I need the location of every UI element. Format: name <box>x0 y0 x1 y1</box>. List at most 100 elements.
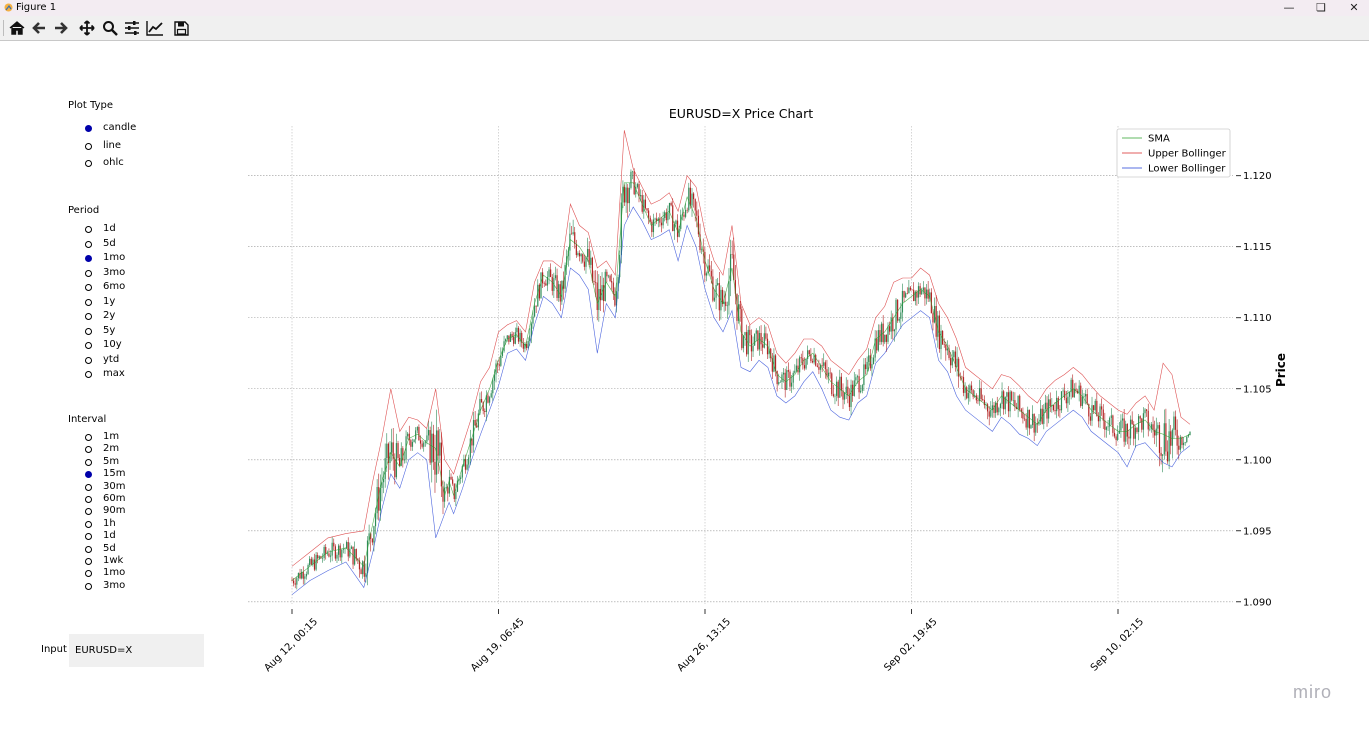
candle-body <box>468 457 470 465</box>
candle-body <box>619 254 621 278</box>
candle-body <box>1038 421 1040 425</box>
candle-body <box>1020 409 1022 412</box>
candle-body <box>1017 395 1019 410</box>
candle-body <box>961 376 963 378</box>
radio-button[interactable] <box>85 434 92 441</box>
candle-body <box>803 365 806 369</box>
candle-body <box>726 305 728 307</box>
radio-button[interactable] <box>85 269 92 277</box>
candle-body <box>887 326 889 342</box>
radio-button[interactable] <box>85 533 92 541</box>
legend-entry: Upper Bollinger <box>1148 149 1227 160</box>
radio-button[interactable] <box>85 327 92 335</box>
legend-entry: Lower Bollinger <box>1148 164 1226 175</box>
candle-body <box>1162 454 1164 456</box>
candle-body <box>694 199 696 211</box>
candle-body <box>639 195 642 197</box>
radio-button[interactable] <box>85 298 92 306</box>
radio-button[interactable] <box>85 471 92 479</box>
candle-body <box>360 569 362 575</box>
candle-body <box>1113 432 1116 437</box>
candle-body <box>424 441 426 443</box>
candle-body <box>884 334 886 343</box>
ticker-input[interactable] <box>69 634 204 667</box>
candle-body <box>1080 385 1082 406</box>
candle-body <box>1009 391 1011 412</box>
radio-label: 30m <box>103 480 126 492</box>
radio-button[interactable] <box>85 446 92 454</box>
candle-body <box>500 355 502 366</box>
candle-body <box>593 280 595 283</box>
edit-axis-button[interactable] <box>145 19 165 37</box>
radio-button[interactable] <box>85 483 92 491</box>
candle-body <box>766 338 769 355</box>
radio-button[interactable] <box>85 255 92 262</box>
forward-button[interactable] <box>51 19 71 37</box>
radio-button[interactable] <box>85 582 92 590</box>
candle-body <box>583 261 585 267</box>
radio-button[interactable] <box>85 284 92 291</box>
candle-body <box>876 338 878 351</box>
pan-button[interactable] <box>77 19 97 37</box>
radio-button[interactable] <box>85 520 92 528</box>
candle-body <box>660 222 663 226</box>
minimize-button[interactable]: — <box>1283 1 1295 14</box>
radio-button[interactable] <box>85 342 92 349</box>
candle-body <box>362 561 364 575</box>
period-title: Period <box>68 205 100 216</box>
candle-body <box>1072 379 1074 398</box>
candle-body <box>1083 396 1085 397</box>
toolbar-grip <box>3 20 4 36</box>
candle-body <box>416 426 418 431</box>
configure-subplots-button[interactable] <box>122 19 142 37</box>
zoom-button[interactable] <box>100 19 120 37</box>
candle-body <box>678 228 680 237</box>
home-button[interactable] <box>7 19 27 37</box>
candle-body <box>998 408 1000 413</box>
candle-body <box>744 332 746 336</box>
candle-body <box>445 487 447 489</box>
radio-button[interactable] <box>85 371 92 378</box>
candle-body <box>1110 415 1112 418</box>
candle-body <box>524 344 526 349</box>
radio-button[interactable] <box>85 240 92 248</box>
candle-body <box>789 371 791 387</box>
candle-body <box>620 202 622 255</box>
radio-button[interactable] <box>85 226 92 233</box>
candle-body <box>982 399 984 401</box>
radio-button[interactable] <box>85 496 92 503</box>
close-window-button[interactable]: ✕ <box>1349 1 1359 14</box>
candle-body <box>644 199 647 209</box>
candle-body <box>972 390 974 397</box>
candle-body <box>852 384 854 396</box>
candle-body <box>948 348 950 359</box>
radio-button[interactable] <box>85 545 92 553</box>
candle-body <box>1104 420 1106 430</box>
candle-body <box>503 341 505 352</box>
restore-button[interactable]: ❏ <box>1316 1 1326 14</box>
radio-button[interactable] <box>85 142 92 150</box>
radio-button[interactable] <box>85 458 92 466</box>
candle-body <box>384 458 386 479</box>
radio-button[interactable] <box>85 570 92 578</box>
candle-body <box>686 209 688 211</box>
radio-button[interactable] <box>85 160 92 167</box>
pan-icon <box>79 20 95 36</box>
candle-body <box>1142 413 1145 430</box>
candle-body <box>1120 420 1122 431</box>
candle-body <box>382 478 385 483</box>
radio-button[interactable] <box>85 508 92 516</box>
candle-body <box>558 284 560 298</box>
candle-body <box>683 214 685 217</box>
radio-label: 1mo <box>103 567 126 579</box>
radio-button[interactable] <box>85 356 92 364</box>
radio-button[interactable] <box>85 558 92 565</box>
candle-body <box>535 305 537 307</box>
radio-button[interactable] <box>85 313 92 320</box>
navigation-toolbar <box>0 16 1369 41</box>
back-button[interactable] <box>29 19 49 37</box>
radio-button[interactable] <box>85 125 92 132</box>
save-button[interactable] <box>171 19 191 37</box>
candle-body <box>776 371 778 385</box>
